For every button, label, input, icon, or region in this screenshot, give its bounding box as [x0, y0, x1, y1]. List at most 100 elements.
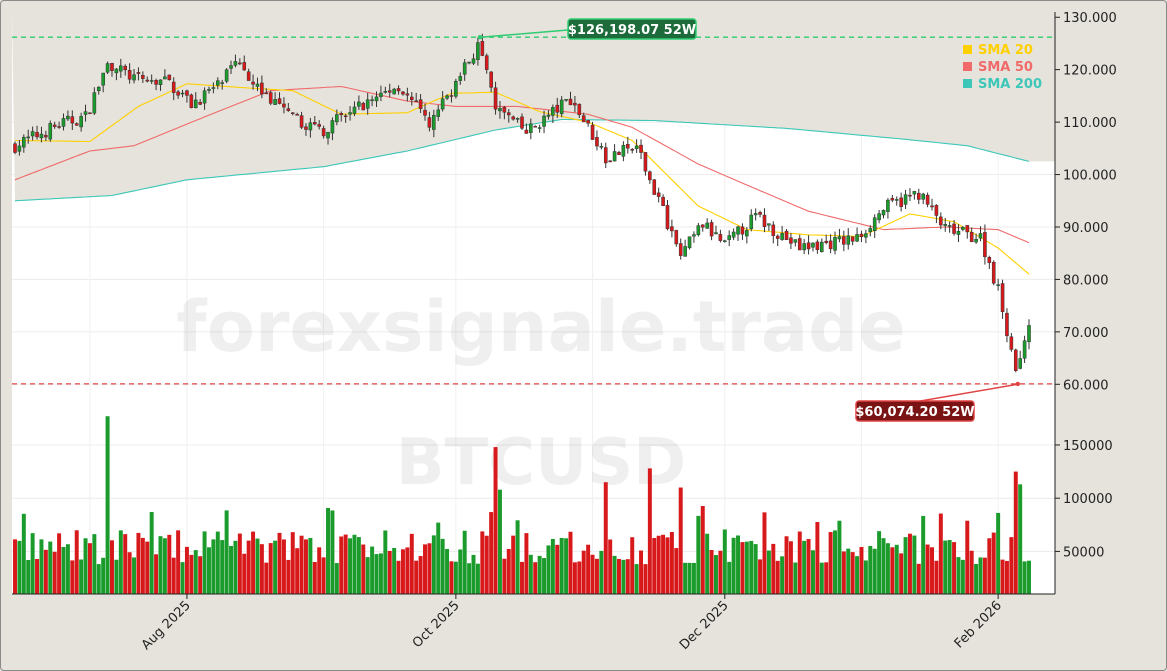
volume-bar [118, 530, 123, 594]
annotation-point [1015, 381, 1020, 387]
volume-bar [303, 539, 308, 594]
volume-bar [969, 550, 974, 594]
candle [595, 137, 599, 147]
candle [952, 223, 956, 234]
volume-bar [242, 553, 247, 594]
candle [101, 72, 105, 86]
candle [154, 80, 158, 85]
volume-bar [740, 542, 745, 594]
candle [815, 241, 820, 250]
volume-bar [361, 544, 366, 594]
volume-bar [925, 544, 930, 594]
candle [546, 114, 551, 117]
candle [656, 192, 661, 197]
candle [934, 205, 939, 216]
candle [52, 124, 57, 127]
annotation-point [477, 34, 483, 40]
candle [634, 145, 639, 149]
volume-bar [771, 543, 776, 594]
candle [48, 123, 53, 140]
volume-bar [762, 512, 767, 594]
volume-bar [423, 544, 427, 594]
volume-bar [26, 560, 31, 594]
candle [678, 243, 683, 256]
volume-bar [921, 515, 926, 594]
candle [555, 104, 560, 113]
volume-bar [467, 563, 472, 594]
volume-bar [617, 558, 621, 594]
watermark-brand: forexsignale.trade [176, 286, 905, 368]
candle [643, 152, 648, 172]
candle [877, 213, 881, 221]
candle [454, 80, 458, 97]
candle [158, 79, 163, 85]
volume-bar [497, 489, 502, 594]
volume-bar [890, 547, 895, 594]
candle [846, 235, 851, 245]
candle [758, 212, 762, 215]
volume-bar [630, 537, 635, 594]
price-tick-label: 100.000 [1063, 169, 1117, 184]
candle [670, 226, 674, 232]
volume-bar [255, 538, 260, 594]
volume-bar [515, 520, 520, 594]
candle [251, 81, 255, 85]
volume-bar [317, 547, 322, 594]
volume-bar [877, 531, 882, 594]
candle [233, 61, 238, 66]
candle [630, 149, 635, 151]
candle [180, 92, 185, 95]
volume-bar [299, 535, 304, 594]
price-tick-label: 70.000 [1063, 326, 1109, 341]
candle [189, 94, 194, 108]
volume-bar [370, 546, 375, 594]
52w-levels [12, 36, 1055, 385]
candle [542, 115, 546, 127]
candle [83, 111, 88, 115]
volume-bar [1022, 561, 1027, 594]
volume-bar [859, 546, 864, 594]
volume-bar [39, 539, 44, 594]
volume-bar [493, 447, 498, 594]
candle [983, 232, 987, 258]
candle [114, 68, 119, 74]
volume-bar [409, 533, 414, 594]
candle [427, 117, 432, 128]
candle [330, 120, 335, 134]
volume-bar [489, 512, 494, 594]
candle [277, 98, 282, 104]
annotations: $126,198.07 52W $60,074.20 52W [477, 18, 1020, 422]
volume-bar [533, 562, 538, 594]
volume-bar [158, 536, 163, 594]
candle [127, 70, 132, 80]
candle [264, 92, 269, 95]
candle [432, 115, 436, 130]
candle [39, 133, 44, 139]
candle [462, 62, 467, 75]
candle [506, 112, 511, 116]
candle [26, 136, 31, 139]
volume-bar [546, 545, 551, 594]
shade-area [12, 12, 1055, 201]
candle [123, 65, 128, 71]
volume-bar [661, 534, 666, 594]
volume-bar [458, 549, 463, 594]
candle [476, 42, 480, 60]
volume-bar [802, 540, 807, 594]
volume-bar [471, 554, 476, 594]
candle [603, 147, 608, 164]
candle [1009, 336, 1014, 350]
candle [246, 71, 251, 81]
volume-bar [894, 544, 899, 594]
candle [828, 240, 833, 250]
candle [996, 284, 1000, 286]
volume-bar [171, 557, 176, 594]
candle [793, 239, 798, 243]
candle [859, 233, 864, 237]
volume-bar [206, 547, 211, 594]
volume-bar [1009, 537, 1014, 594]
candle [969, 231, 974, 243]
volume-bar [674, 548, 679, 594]
volume-bar [251, 531, 256, 594]
